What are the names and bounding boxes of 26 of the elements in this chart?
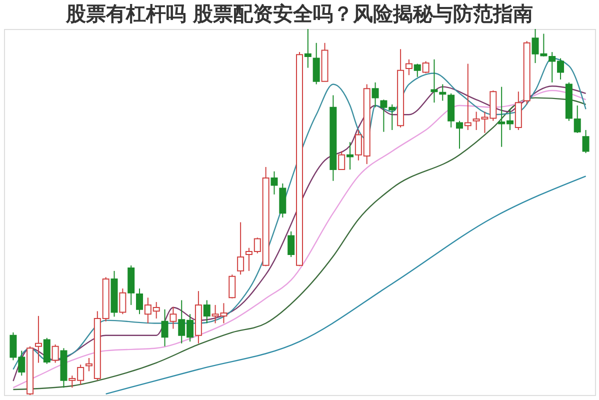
candlestick — [34, 315, 42, 364]
candlestick — [304, 28, 312, 68]
candlestick — [228, 274, 236, 299]
candlestick — [405, 58, 412, 76]
candlestick — [372, 82, 379, 108]
candlestick — [422, 60, 430, 74]
candlestick — [439, 84, 446, 102]
candlestick — [582, 130, 590, 154]
candlestick — [119, 288, 126, 315]
candlestick — [456, 120, 463, 150]
candlestick — [338, 150, 346, 170]
candlestick — [414, 63, 421, 78]
candlestick — [237, 222, 244, 276]
candlestick — [170, 306, 177, 330]
candlestick — [312, 42, 320, 85]
candlestick — [270, 170, 278, 195]
candlestick — [43, 337, 50, 364]
candlestick — [136, 288, 144, 315]
candlestick — [430, 58, 438, 104]
candlestick — [288, 230, 295, 258]
candlestick — [464, 63, 472, 131]
candlestick — [203, 300, 210, 324]
chart-title: 股票有杠杆吗 股票配资安全吗？风险揭秘与防范指南 — [65, 2, 533, 26]
candlestick — [161, 308, 168, 347]
candlestick — [52, 344, 59, 364]
candlestick — [346, 142, 354, 170]
